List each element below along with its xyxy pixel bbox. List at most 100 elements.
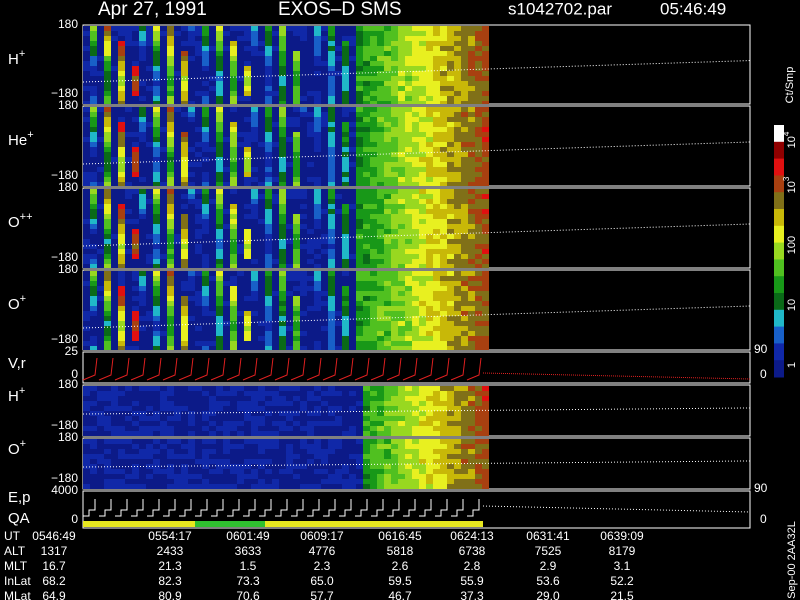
spectrogram-cell (202, 199, 209, 204)
spectrogram-cell (307, 147, 314, 152)
spectrogram-cell (300, 26, 307, 31)
spectrogram-cell (216, 219, 223, 224)
spectrogram-cell (286, 31, 293, 36)
spectrogram-cell (426, 66, 433, 71)
spectrogram-cell (104, 254, 111, 259)
spectrogram-cell (384, 249, 391, 254)
spectrogram-cell (202, 469, 209, 474)
spectrogram-cell (426, 96, 433, 101)
spectrogram-cell (132, 127, 139, 132)
spectrogram-cell (454, 326, 461, 331)
spectrogram-cell (139, 101, 146, 104)
spectrogram-cell (223, 331, 230, 336)
spectrogram-cell (314, 132, 321, 137)
spectrogram-cell (370, 239, 377, 244)
spectrogram-cell (419, 122, 426, 127)
spectrogram-cell (167, 239, 174, 244)
spectrogram-cell (405, 296, 412, 301)
spectrogram-cell (258, 421, 265, 426)
spectrogram-cell (286, 306, 293, 311)
spectrogram-cell (104, 41, 111, 46)
spectrogram-cell (293, 341, 300, 346)
spectrogram-cell (377, 321, 384, 326)
spectrogram-cell (398, 152, 405, 157)
spectrogram-cell (482, 36, 489, 41)
spectrogram-cell (412, 46, 419, 51)
spectrogram-cell (237, 426, 244, 431)
spectrogram-cell (377, 444, 384, 449)
spectrogram-cell (258, 439, 265, 444)
spectrogram-cell (461, 291, 468, 296)
spectrogram-cell (426, 341, 433, 346)
spectrogram-cell (125, 291, 132, 296)
spectrogram-cell (97, 127, 104, 132)
spectrogram-cell (188, 66, 195, 71)
spectrogram-cell (468, 249, 475, 254)
colorbar-unit: Ct/Smp (784, 67, 796, 104)
spectrogram-cell (405, 479, 412, 484)
spectrogram-cell (83, 162, 90, 167)
spectrogram-cell (167, 112, 174, 117)
spectrogram-cell (97, 401, 104, 406)
spectrogram-cell (188, 259, 195, 264)
spectrogram-cell (251, 71, 258, 76)
spectrogram-cell (398, 76, 405, 81)
spectrogram-cell (230, 479, 237, 484)
spectrogram-cell (125, 296, 132, 301)
spectrogram-cell (244, 167, 251, 172)
spectrogram-cell (167, 51, 174, 56)
spectrogram-cell (160, 189, 167, 194)
spectrogram-cell (349, 411, 356, 416)
spectrogram-cell (125, 439, 132, 444)
spectrogram-cell (188, 81, 195, 86)
spectrogram-cell (132, 132, 139, 137)
spectrogram-cell (293, 157, 300, 162)
spectrogram-cell (181, 454, 188, 459)
spectrogram-cell (482, 411, 489, 416)
spectrogram-cell (412, 194, 419, 199)
spectrogram-cell (454, 26, 461, 31)
spectrogram-cell (258, 127, 265, 132)
spectrogram-cell (258, 271, 265, 276)
spectrogram-cell (181, 484, 188, 489)
charge: + (27, 129, 33, 141)
spectrogram-cell (153, 71, 160, 76)
spectrogram-cell (244, 96, 251, 101)
spectrogram-cell (188, 31, 195, 36)
spectrogram-cell (202, 204, 209, 209)
spectrogram-cell (188, 36, 195, 41)
ion: H (8, 51, 19, 68)
spectrogram-cell (153, 112, 160, 117)
spectrogram-cell (384, 167, 391, 172)
spectrogram-cell (188, 479, 195, 484)
spectrogram-cell (118, 426, 125, 431)
spectrogram-cell (174, 244, 181, 249)
spectrogram-cell (202, 127, 209, 132)
spectrogram-cell (209, 336, 216, 341)
spectrogram-cell (265, 459, 272, 464)
spectrogram-cell (132, 31, 139, 36)
spectrogram-cell (468, 56, 475, 61)
spectrogram-cell (447, 464, 454, 469)
spectrogram-cell (223, 244, 230, 249)
spectrogram-cell (293, 46, 300, 51)
spectrogram-cell (265, 96, 272, 101)
spectrogram-cell (216, 199, 223, 204)
spectrogram-cell (321, 199, 328, 204)
spectrogram-cell (195, 316, 202, 321)
spectrogram-cell (461, 41, 468, 46)
spectrogram-cell (230, 117, 237, 122)
spectrogram-cell (391, 444, 398, 449)
spectrogram-cell (363, 444, 370, 449)
spectrogram-cell (482, 479, 489, 484)
spectrogram-cell (328, 464, 335, 469)
spectrogram-cell (146, 449, 153, 454)
spectrogram-cell (111, 96, 118, 101)
spectrogram-cell (195, 459, 202, 464)
spectrogram-cell (286, 401, 293, 406)
spectrogram-cell (356, 426, 363, 431)
spectrogram-cell (202, 214, 209, 219)
spectrogram-cell (174, 406, 181, 411)
spectrogram-cell (209, 31, 216, 36)
spectrogram-cell (475, 264, 482, 268)
